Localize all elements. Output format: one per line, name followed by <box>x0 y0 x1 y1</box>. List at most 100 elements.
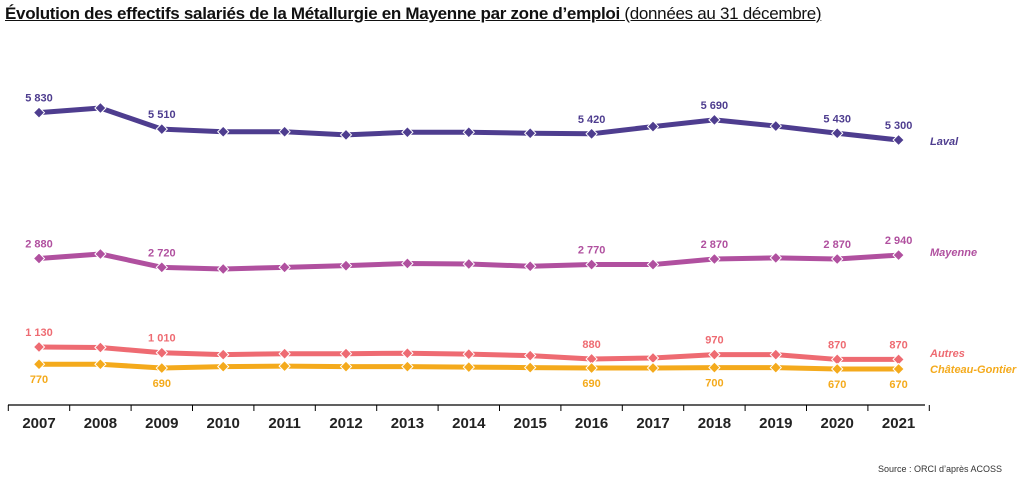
data-point <box>769 361 783 374</box>
x-tick-label: 2007 <box>22 415 55 432</box>
data-point <box>708 113 721 127</box>
data-point <box>708 348 721 361</box>
data-point <box>155 346 169 359</box>
data-label: 5 830 <box>25 93 53 105</box>
chart-title-main: Évolution des effectifs salariés de la M… <box>5 4 620 23</box>
data-point <box>401 126 414 139</box>
data-point <box>462 360 476 374</box>
data-point <box>278 261 291 274</box>
data-point <box>462 347 476 361</box>
data-point <box>339 259 353 272</box>
data-label: 870 <box>889 339 907 351</box>
data-point <box>94 341 107 354</box>
x-tick-label: 2021 <box>882 415 915 432</box>
data-point <box>708 252 721 266</box>
data-point <box>94 358 107 371</box>
data-point <box>94 247 107 261</box>
data-point <box>646 361 660 375</box>
x-tick-label: 2016 <box>575 415 608 432</box>
data-point <box>339 347 353 360</box>
data-point <box>32 340 46 354</box>
x-tick-label: 2013 <box>391 415 424 432</box>
data-label: 5 300 <box>885 120 913 132</box>
data-point <box>155 361 169 375</box>
series-legend-label: Laval <box>930 136 959 148</box>
data-label: 2 870 <box>823 239 851 251</box>
data-point <box>32 106 46 119</box>
data-label: 2 720 <box>148 247 176 259</box>
data-point <box>523 349 537 362</box>
series-legend-label: Mayenne <box>930 247 977 259</box>
data-point <box>523 127 537 140</box>
data-point <box>216 360 230 373</box>
data-point <box>462 126 476 139</box>
data-point <box>585 127 598 141</box>
data-point <box>892 362 905 376</box>
data-label: 880 <box>582 339 600 351</box>
data-label: 5 510 <box>148 109 176 121</box>
data-point <box>278 125 291 138</box>
data-point <box>830 362 844 376</box>
data-label: 2 770 <box>578 245 606 257</box>
data-point <box>278 359 291 373</box>
data-point <box>339 128 353 142</box>
data-point <box>585 361 598 375</box>
data-point <box>216 125 230 138</box>
data-label: 670 <box>889 379 907 391</box>
x-tick-label: 2019 <box>759 415 792 432</box>
data-label: 690 <box>582 378 600 390</box>
data-point <box>32 252 46 265</box>
data-label: 5 690 <box>701 100 729 112</box>
data-label: 5 420 <box>578 114 606 126</box>
data-point <box>523 361 537 374</box>
data-point <box>401 257 414 270</box>
data-label: 1 130 <box>25 327 53 339</box>
source-note: Source : ORCI d’après ACOSS <box>877 464 1002 474</box>
data-label: 5 430 <box>823 113 851 125</box>
data-point <box>646 120 660 133</box>
data-label: 690 <box>153 378 171 390</box>
data-point <box>339 360 353 373</box>
data-label: 2 940 <box>885 235 913 247</box>
series-legend-label: Autres <box>929 348 965 360</box>
data-label: 670 <box>828 379 846 391</box>
data-point <box>523 260 537 273</box>
data-label: 970 <box>705 335 723 347</box>
data-label: 700 <box>705 378 723 390</box>
x-tick-label: 2009 <box>145 415 178 432</box>
data-point <box>155 122 169 136</box>
x-tick-label: 2020 <box>821 415 854 432</box>
data-point <box>155 261 169 274</box>
data-label: 1 010 <box>148 333 176 345</box>
data-point <box>830 252 844 266</box>
data-point <box>892 248 905 262</box>
x-tick-label: 2012 <box>329 415 362 432</box>
data-point <box>585 258 598 271</box>
data-label: 870 <box>828 339 846 351</box>
x-tick-label: 2018 <box>698 415 731 432</box>
data-point <box>769 251 783 265</box>
x-tick-label: 2011 <box>268 415 301 432</box>
data-point <box>462 257 476 271</box>
data-point <box>830 127 844 140</box>
x-tick-label: 2008 <box>84 415 117 432</box>
x-tick-label: 2010 <box>207 415 240 432</box>
x-tick-label: 2015 <box>514 415 547 432</box>
data-point <box>278 347 291 360</box>
chart-title-sub: (données au 31 décembre) <box>624 4 822 23</box>
data-label: 770 <box>30 374 48 386</box>
chart-title: Évolution des effectifs salariés de la M… <box>5 4 822 24</box>
data-point <box>401 360 414 373</box>
data-point <box>94 101 107 115</box>
series-legend-label: Château-Gontier <box>930 364 1017 376</box>
data-point <box>892 133 905 147</box>
data-point <box>216 262 230 276</box>
x-tick-label: 2014 <box>452 415 486 432</box>
data-label: 2 880 <box>25 238 53 250</box>
data-label: 2 870 <box>701 239 729 251</box>
data-point <box>769 119 783 133</box>
data-point <box>401 347 414 360</box>
data-point <box>708 361 721 374</box>
data-point <box>216 348 230 361</box>
